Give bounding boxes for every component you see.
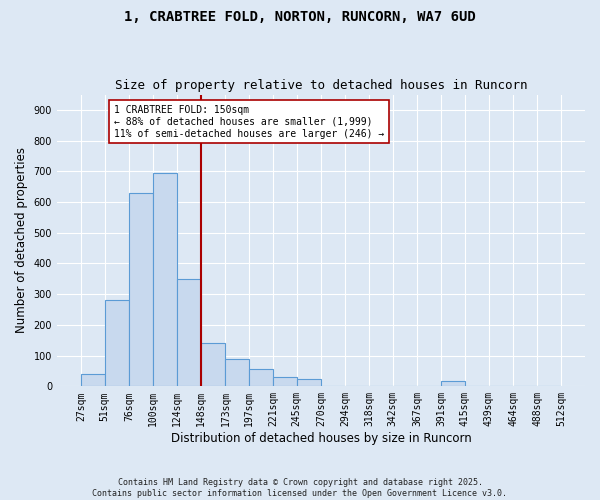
Title: Size of property relative to detached houses in Runcorn: Size of property relative to detached ho… — [115, 79, 527, 92]
Bar — [297, 378, 322, 386]
Text: Contains HM Land Registry data © Crown copyright and database right 2025.
Contai: Contains HM Land Registry data © Crown c… — [92, 478, 508, 498]
Bar — [153, 173, 177, 386]
Bar — [249, 370, 273, 386]
Bar — [177, 279, 200, 386]
Bar — [441, 381, 465, 386]
X-axis label: Distribution of detached houses by size in Runcorn: Distribution of detached houses by size … — [170, 432, 472, 445]
Y-axis label: Number of detached properties: Number of detached properties — [15, 148, 28, 334]
Bar — [226, 358, 249, 386]
Bar — [273, 377, 297, 386]
Bar — [200, 344, 226, 386]
Bar — [81, 374, 104, 386]
Bar — [130, 193, 153, 386]
Text: 1 CRABTREE FOLD: 150sqm
← 88% of detached houses are smaller (1,999)
11% of semi: 1 CRABTREE FOLD: 150sqm ← 88% of detache… — [113, 106, 384, 138]
Text: 1, CRABTREE FOLD, NORTON, RUNCORN, WA7 6UD: 1, CRABTREE FOLD, NORTON, RUNCORN, WA7 6… — [124, 10, 476, 24]
Bar — [104, 300, 130, 386]
